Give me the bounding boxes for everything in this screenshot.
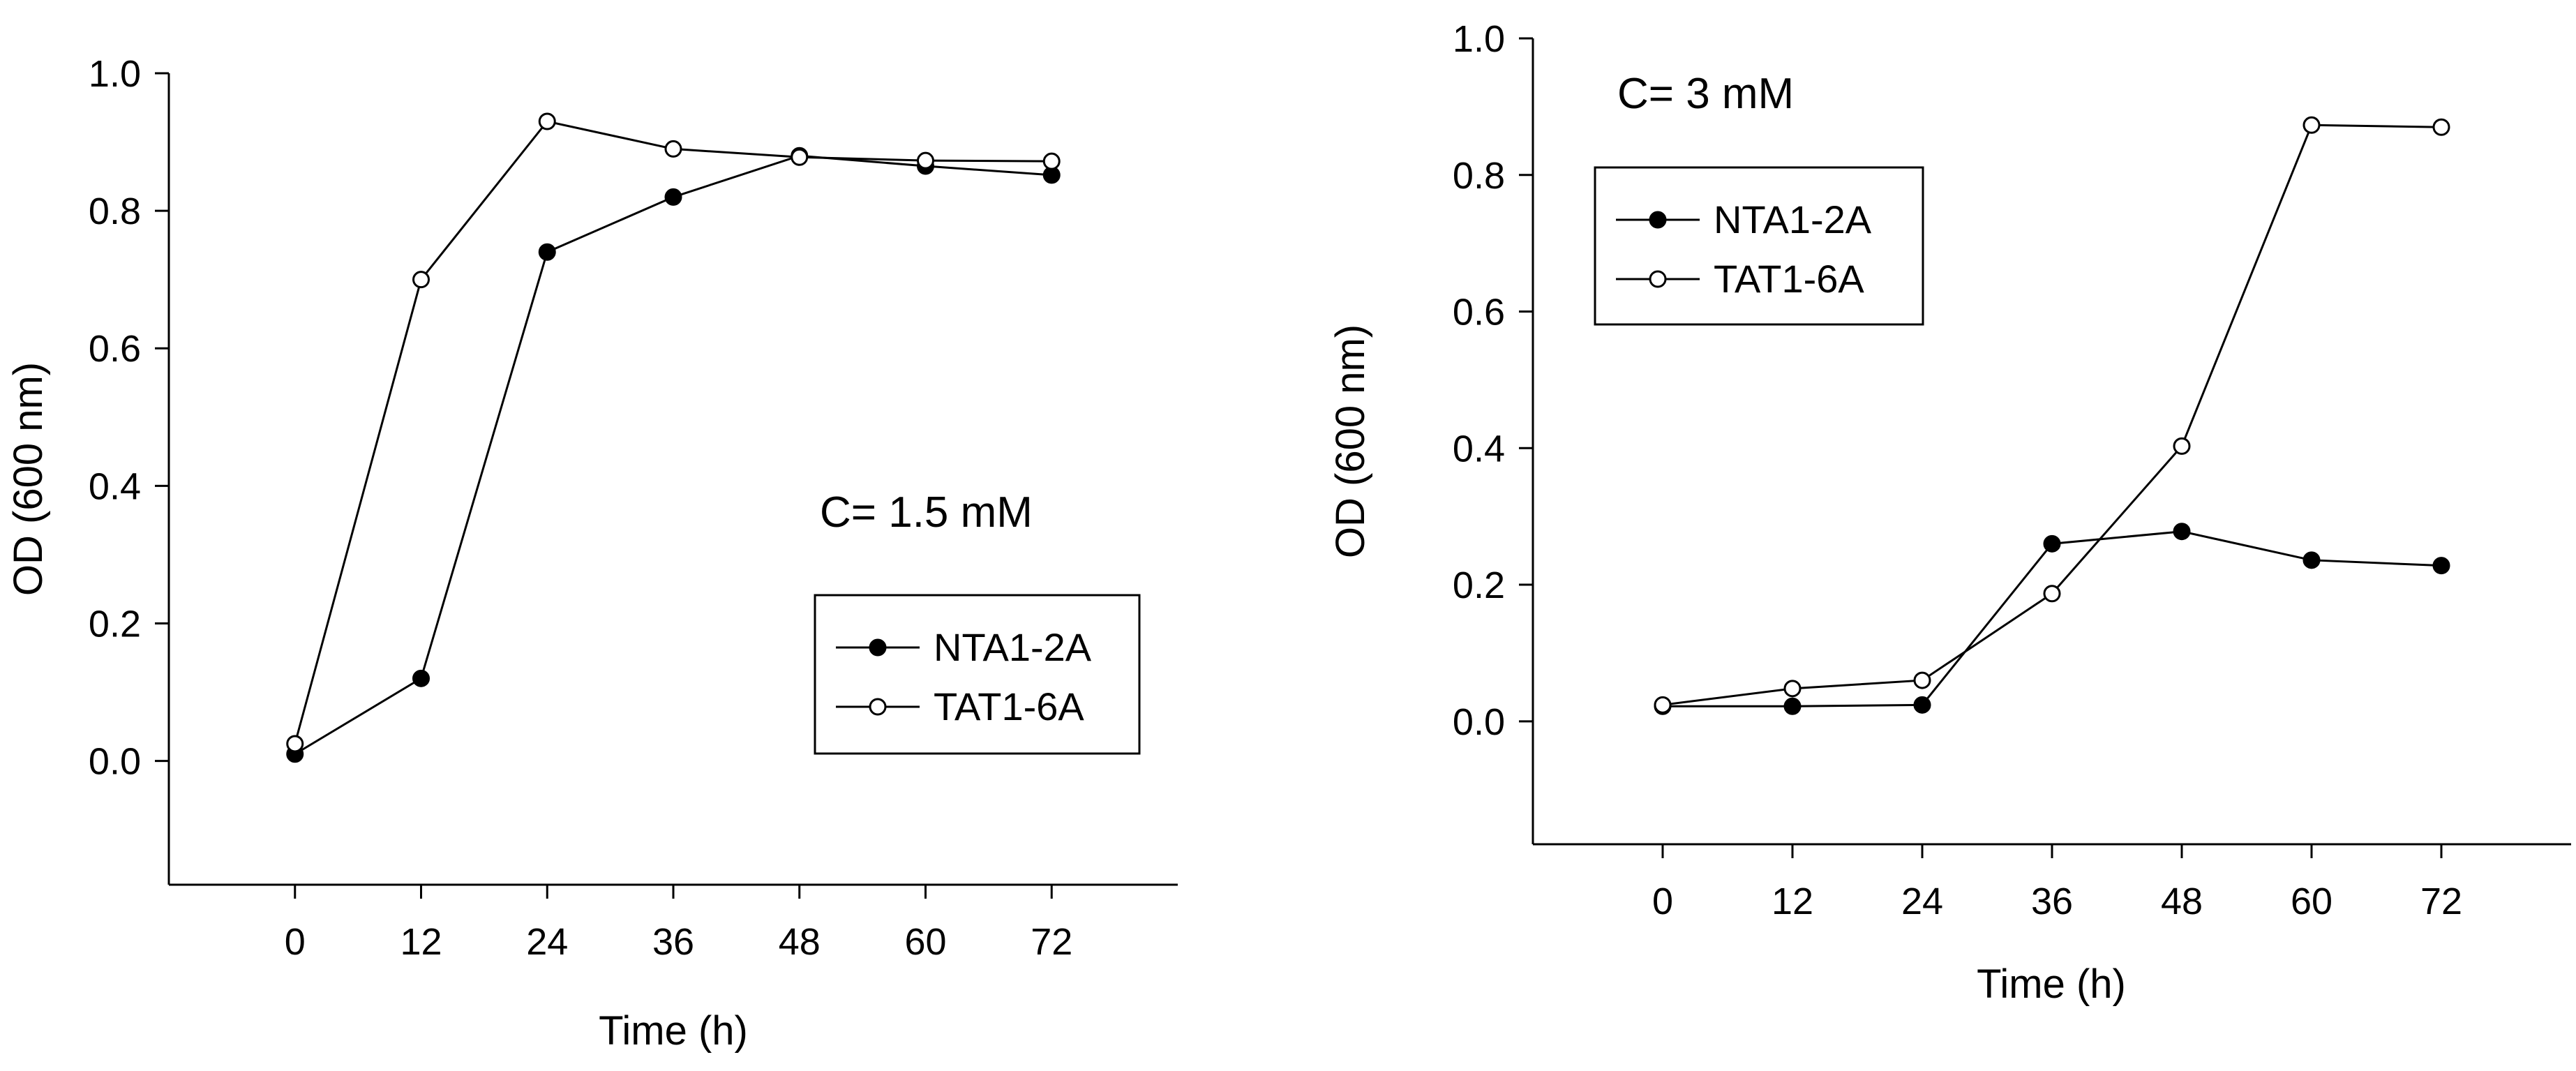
y-tick-label: 0.2: [1453, 564, 1505, 606]
data-point-nta1-2a: [2043, 534, 2061, 553]
x-tick-label: 24: [526, 921, 568, 963]
data-point-nta1-2a: [2302, 551, 2321, 569]
legend-label: TAT1-6A: [1714, 257, 1864, 301]
x-tick-label: 48: [779, 921, 821, 963]
data-point-tat1-6a: [1783, 680, 1802, 698]
legend: NTA1-2A TAT1-6A: [814, 594, 1141, 755]
legend-marker: [869, 698, 887, 716]
y-tick-label: 0.0: [1453, 701, 1505, 743]
y-tick-label: 0.6: [1453, 292, 1505, 334]
x-tick-label: 0: [1652, 881, 1673, 922]
legend-label: NTA1-2A: [934, 625, 1092, 669]
y-tick-label: 0.4: [1453, 428, 1505, 470]
y-tick-label: 0.6: [89, 328, 141, 370]
y-tick-label: 1.0: [89, 53, 141, 95]
data-point-nta1-2a: [1913, 696, 1931, 714]
data-point-nta1-2a: [664, 188, 682, 206]
legend-box: [814, 594, 1141, 755]
data-point-tat1-6a: [538, 112, 556, 130]
x-tick-label: 0: [285, 921, 306, 963]
data-point-tat1-6a: [1913, 671, 1931, 689]
y-axis-label: OD (600 nm): [1328, 324, 1373, 558]
y-tick-label: 0.8: [89, 190, 141, 232]
y-axis-label: OD (600 nm): [6, 362, 51, 596]
data-point-tat1-6a: [2302, 116, 2321, 134]
legend-marker: [869, 638, 887, 657]
data-point-tat1-6a: [1042, 152, 1061, 170]
legend-box: [1594, 166, 1924, 326]
x-tick-label: 24: [1901, 881, 1943, 922]
data-point-tat1-6a: [2432, 118, 2450, 136]
legend-marker: [1649, 270, 1667, 288]
legend: NTA1-2A TAT1-6A: [1594, 166, 1924, 326]
data-point-nta1-2a: [538, 243, 556, 261]
x-tick-label: 36: [652, 921, 694, 963]
chart-panel-3mm: 0.0 0.2 0.4 0.6 0.8 1.0 0 12 24 36 48 60 72 Time (h) O…: [1328, 18, 2571, 1007]
x-tick-label: 60: [904, 921, 946, 963]
x-tick-label: 48: [2161, 881, 2203, 922]
x-tick-label: 36: [2031, 881, 2073, 922]
y-tick-label: 1.0: [1453, 18, 1505, 60]
x-tick-label: 72: [1031, 921, 1072, 963]
y-tick-label: 0.4: [89, 465, 141, 507]
data-point-tat1-6a: [286, 735, 304, 753]
concentration-annotation: C= 3 mM: [1617, 70, 1794, 118]
legend-marker: [1649, 211, 1667, 229]
series-line-nta1-2a: [1663, 530, 2442, 707]
concentration-annotation: C= 1.5 mM: [820, 488, 1033, 537]
y-tick-label: 0.8: [1453, 155, 1505, 197]
data-point-tat1-6a: [2043, 585, 2061, 603]
data-point-tat1-6a: [917, 151, 934, 170]
data-point-nta1-2a: [2432, 557, 2450, 575]
data-point-nta1-2a: [412, 669, 430, 687]
data-point-nta1-2a: [2173, 523, 2191, 541]
data-point-tat1-6a: [412, 271, 430, 289]
y-tick-label: 0.2: [89, 603, 141, 645]
chart-panel-1-5mm: 0.0 0.2 0.4 0.6 0.8 1.0 0 12 24 36 48 60 72 Time (h) O…: [6, 53, 1178, 1054]
data-point-tat1-6a: [1654, 696, 1672, 714]
x-tick-label: 12: [400, 921, 442, 963]
x-axis-label: Time (h): [599, 1008, 748, 1054]
legend-label: TAT1-6A: [934, 684, 1084, 728]
x-tick-label: 12: [1772, 881, 1813, 922]
x-tick-label: 60: [2291, 881, 2332, 922]
data-point-tat1-6a: [664, 140, 682, 158]
legend-label: NTA1-2A: [1714, 197, 1872, 241]
x-axis-label: Time (h): [1977, 961, 2126, 1007]
data-point-tat1-6a: [2173, 437, 2191, 455]
y-tick-label: 0.0: [89, 741, 141, 783]
data-point-tat1-6a: [791, 148, 809, 166]
x-tick-label: 72: [2420, 881, 2462, 922]
data-point-nta1-2a: [1783, 697, 1802, 715]
